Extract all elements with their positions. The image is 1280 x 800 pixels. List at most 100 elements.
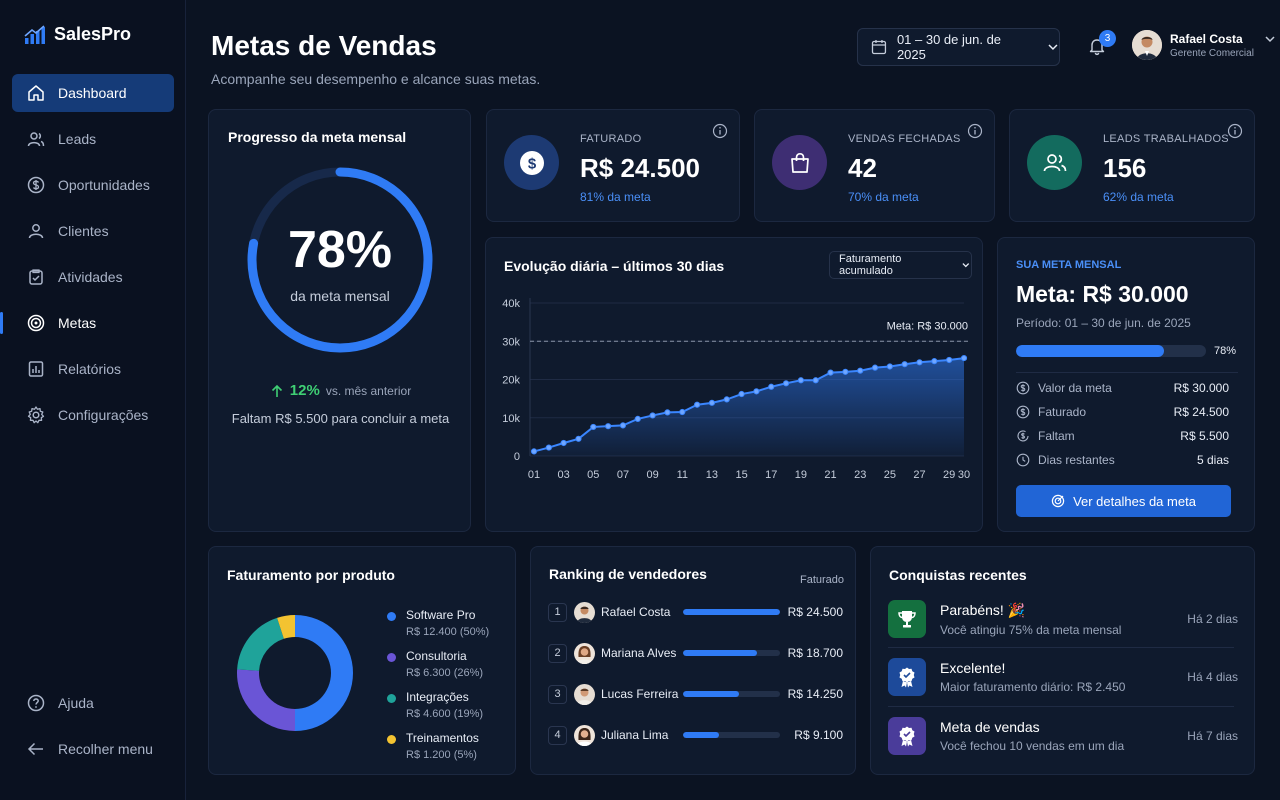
legend-name: Integrações [406,690,469,704]
data-point[interactable] [679,408,686,416]
arrow-up-icon [271,384,282,397]
data-point[interactable] [545,444,552,451]
help-icon [27,694,45,712]
legend-dot [387,694,396,703]
sidebar-footer: Ajuda Recolher menu [12,684,174,776]
seller-bar [683,650,780,656]
data-point[interactable] [634,415,641,422]
sidebar-item-oportunidades[interactable]: Oportunidades [12,166,174,204]
sidebar-item-configuracoes[interactable]: Configurações [12,396,174,434]
dollar-circle-icon [1016,381,1030,395]
goal-progress-fill [1016,345,1165,357]
x-tick-label: 30 [958,469,970,481]
kpi-value: R$ 24.500 [580,153,700,183]
sidebar-item-clientes[interactable]: Clientes [12,212,174,250]
data-point[interactable] [738,390,745,398]
x-tick-label: 23 [854,469,866,481]
info-icon[interactable] [967,123,983,139]
sidebar-item-dashboard[interactable]: Dashboard [12,74,174,112]
sidebar-item-leads[interactable]: Leads [12,120,174,158]
card-title: Conquistas recentes [889,567,1027,583]
x-tick-label: 05 [587,469,599,481]
info-icon[interactable] [712,123,728,139]
info-icon[interactable] [1227,123,1243,139]
data-point[interactable] [797,377,804,384]
ranking-row[interactable]: 4 Juliana Lima R$ 9.100 [548,722,843,748]
y-tick-label: 0 [514,451,520,463]
data-point[interactable] [871,364,879,371]
kpi-sub: 81% da meta [580,190,651,204]
achievement-item[interactable]: Excelente! Maior faturamento diário: R$ … [888,658,1238,696]
donut-slice[interactable] [295,615,353,731]
brand[interactable]: SalesPro [24,24,131,45]
achievement-title: Excelente! [940,660,1006,676]
legend-value: R$ 12.400 (50%) [406,626,490,638]
ranking-row[interactable]: 3 Lucas Ferreira R$ 14.250 [548,681,843,707]
card-title: Progresso da meta mensal [228,129,407,145]
donut-slice[interactable] [277,615,295,639]
data-point[interactable] [708,399,716,406]
legend-item: Integrações R$ 4.600 (19%) [387,690,483,720]
data-point[interactable] [886,363,893,370]
achievement-desc: Maior faturamento diário: R$ 2.450 [940,680,1126,694]
view-goal-details-button[interactable]: Ver detalhes da meta [1016,485,1231,517]
data-point[interactable] [530,448,538,455]
goal-row-days: Dias restantes 5 dias [1016,453,1229,467]
data-point[interactable] [857,367,864,374]
data-point[interactable] [946,356,953,364]
logo-chart-icon [24,24,45,44]
legend-value: R$ 6.300 (26%) [406,667,484,679]
data-point[interactable] [842,368,849,375]
monthly-progress-card: Progresso da meta mensal 78% da meta men… [208,109,471,532]
data-point[interactable] [812,377,819,384]
legend-dot [387,653,396,662]
seller-bar-fill [683,732,720,738]
goal-row-target: Valor da meta R$ 30.000 [1016,381,1229,395]
data-point[interactable] [664,409,671,416]
sidebar-item-atividades[interactable]: Atividades [12,258,174,296]
data-point[interactable] [931,358,938,365]
data-point[interactable] [590,423,597,431]
avatar [574,642,595,664]
award-badge-icon [888,658,926,696]
data-point[interactable] [916,359,923,366]
data-point[interactable] [827,369,834,376]
legend-dot [387,735,396,744]
goal-period: Período: 01 – 30 de jun. de 2025 [1016,316,1191,330]
collapse-menu-button[interactable]: Recolher menu [12,730,174,768]
data-point[interactable] [619,422,627,429]
data-point[interactable] [560,439,567,447]
achievement-item[interactable]: Parabéns! 🎉 Você atingiu 75% da meta men… [888,600,1238,638]
date-range-value: 01 – 30 de jun. de 2025 [896,32,1002,62]
chart-metric-select[interactable]: Faturamento acumulado [829,251,972,279]
data-point[interactable] [575,435,582,442]
progress-ring: 78% da meta mensal [245,165,435,355]
ranking-row[interactable]: 2 Mariana Alves R$ 18.700 [548,640,843,666]
data-point[interactable] [901,361,908,368]
ranking-row[interactable]: 1 Rafael Costa R$ 24.500 [548,599,843,625]
seller-value: R$ 18.700 [787,646,843,660]
data-point[interactable] [694,401,701,408]
user-menu[interactable]: Rafael Costa Gerente Comercial [1132,30,1276,60]
dollar-icon: $ [504,135,559,190]
achievement-item[interactable]: Meta de vendas Você fechou 10 vendas em … [888,717,1238,755]
data-point[interactable] [649,412,656,419]
data-point[interactable] [782,380,790,387]
donut-slice[interactable] [237,617,284,671]
rank-position: 1 [548,602,567,622]
sidebar-nav: Dashboard Leads Oportunidades Clientes A… [0,74,174,442]
sidebar-item-relatorios[interactable]: Relatórios [12,350,174,388]
sidebar-item-metas[interactable]: Metas [0,304,174,342]
card-title: Faturamento por produto [227,567,395,583]
brand-name: SalesPro [54,24,132,44]
data-point[interactable] [605,423,612,430]
date-range-picker[interactable]: 01 – 30 de jun. de 2025 [857,28,1060,66]
x-tick-label: 27 [913,469,925,481]
data-point[interactable] [753,388,760,395]
sidebar-item-label: Dashboard [58,85,127,101]
sidebar-item-ajuda[interactable]: Ajuda [12,684,174,722]
data-point[interactable] [723,396,730,403]
data-point[interactable] [960,354,968,362]
donut-slice[interactable] [237,669,295,731]
data-point[interactable] [768,383,775,390]
